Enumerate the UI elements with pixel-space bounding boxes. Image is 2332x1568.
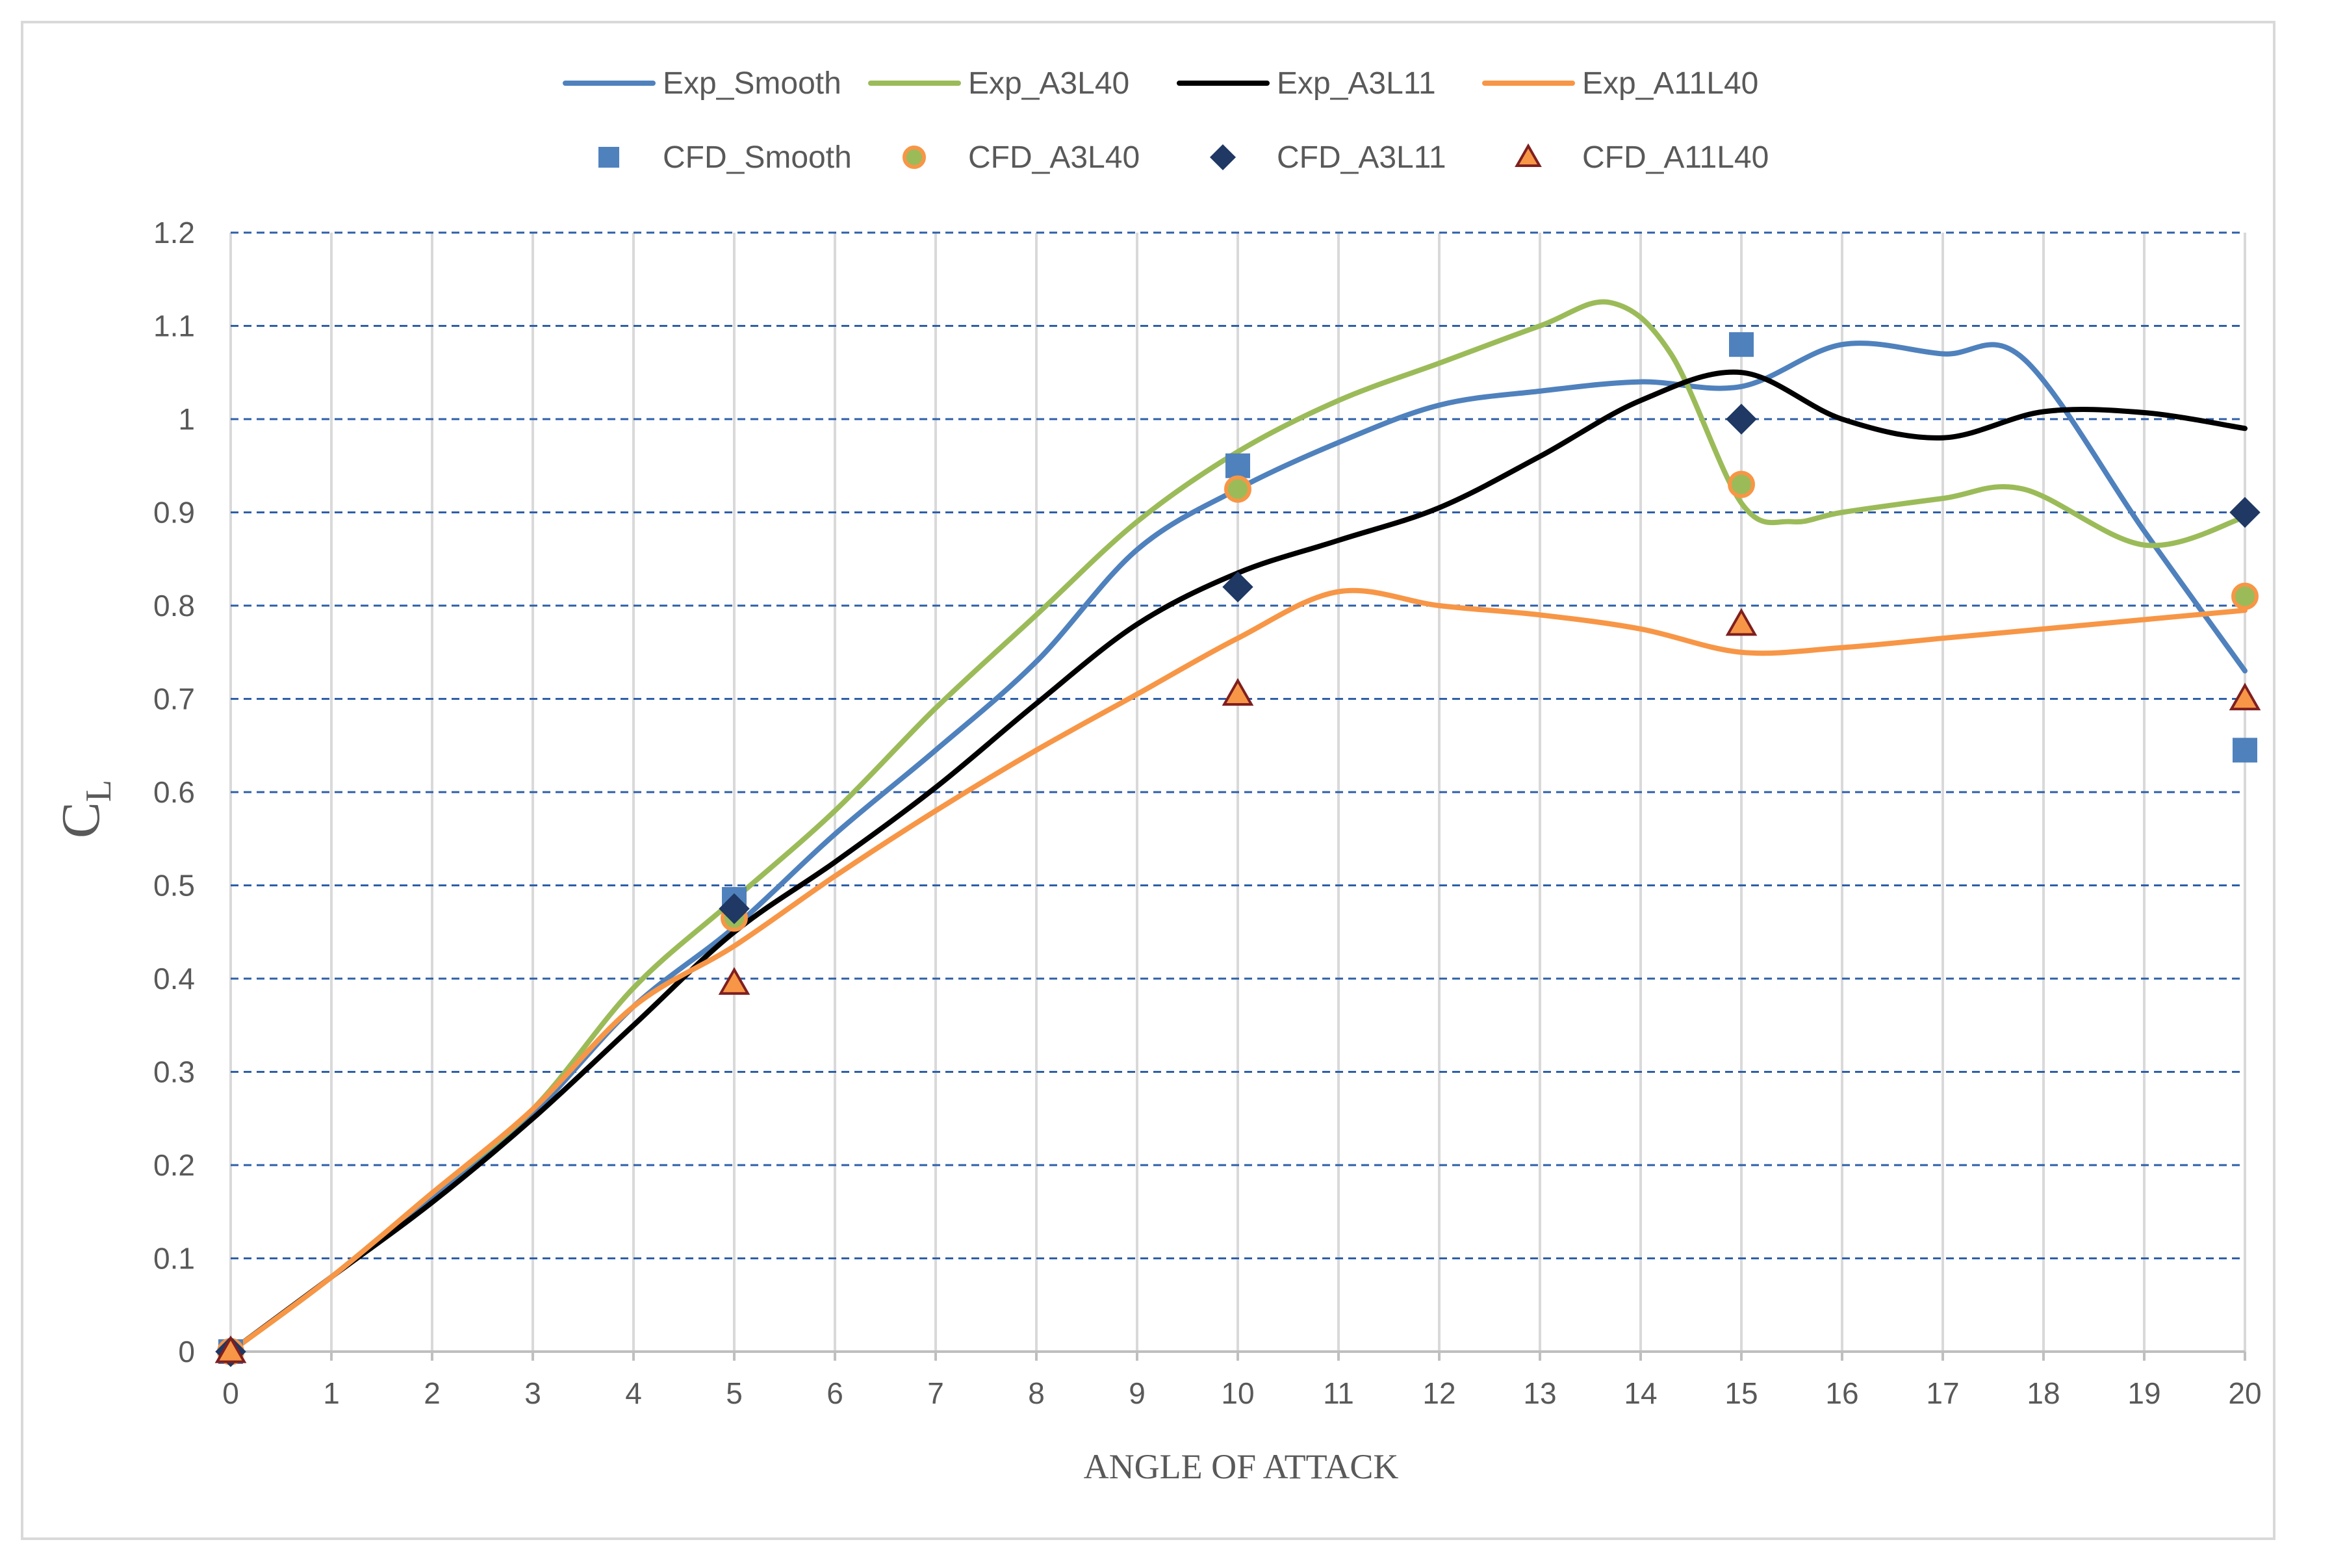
legend-label-exp-a3l11: Exp_A3L11	[1277, 66, 1436, 101]
legend-marker-cfd-a3l40	[903, 146, 926, 169]
x-tick-label: 16	[1825, 1376, 1858, 1410]
y-axis-title-subscript: L	[79, 780, 119, 802]
y-tick-label: 0.8	[153, 589, 195, 623]
x-tick-label: 14	[1624, 1376, 1657, 1410]
series-line-exp-a11l40	[228, 587, 2248, 1354]
legend-marker-cfd-a3l11	[1209, 144, 1236, 171]
line-series	[228, 299, 2248, 1354]
y-axis-title: CL	[51, 780, 119, 838]
data-point-cfd-smooth	[2233, 738, 2257, 763]
data-point-cfd-a11l40	[718, 967, 750, 995]
x-tick-label: 18	[2027, 1376, 2060, 1410]
data-point-cfd-smooth	[1729, 332, 1754, 357]
grid	[229, 231, 2246, 1361]
x-tick-label: 6	[826, 1376, 843, 1410]
legend-label-cfd-a3l11: CFD_A3L11	[1277, 140, 1446, 175]
data-point-cfd-a11l40	[1222, 678, 1254, 706]
x-tick-label: 1	[323, 1376, 340, 1410]
y-tick-label: 0	[178, 1335, 195, 1369]
x-tick-label: 11	[1323, 1376, 1354, 1410]
x-tick-labels: 0 1 2 3 4 5 6 7 8 9 10 11 12 13 14 15 16 17 18 19 20	[222, 1376, 2261, 1410]
y-tick-label: 1.1	[153, 309, 195, 343]
data-point-cfd-a3l40	[2231, 582, 2259, 610]
legend-label-cfd-a3l40: CFD_A3L40	[968, 140, 1140, 175]
data-point-cfd-a3l11	[2229, 496, 2261, 528]
legend-marker-cfd-smooth	[598, 147, 619, 168]
x-tick-label: 9	[1129, 1376, 1146, 1410]
series-line-exp-a3l40	[228, 299, 2248, 1354]
y-tick-labels: 0 0.1 0.2 0.3 0.4 0.5 0.6 0.7 0.8 0.9 1 1.1 1.2	[153, 216, 195, 1369]
y-tick-label: 0.3	[153, 1055, 195, 1089]
x-tick-label: 19	[2127, 1376, 2160, 1410]
x-tick-label: 20	[2228, 1376, 2261, 1410]
data-point-cfd-a11l40	[2229, 682, 2261, 711]
legend-marker-cfd-a11l40	[1515, 143, 1542, 168]
series-line-exp-smooth	[228, 341, 2248, 1354]
legend-label-cfd-a11l40: CFD_A11L40	[1582, 140, 1769, 175]
data-point-cfd-a11l40	[1725, 608, 1758, 636]
x-tick-label: 3	[524, 1376, 541, 1410]
series-line-exp-a3l11	[228, 369, 2248, 1354]
y-tick-label: 0.1	[153, 1242, 195, 1276]
x-tick-label: 13	[1523, 1376, 1556, 1410]
x-tick-label: 2	[424, 1376, 441, 1410]
chart-frame	[21, 21, 2275, 1540]
data-point-cfd-a11l40	[214, 1335, 247, 1363]
x-tick-label: 4	[625, 1376, 642, 1410]
y-tick-label: 0.5	[153, 869, 195, 903]
legend-label-exp-a11l40: Exp_A11L40	[1582, 66, 1758, 101]
y-tick-label: 1.2	[153, 216, 195, 250]
data-point-cfd-a3l11	[1726, 404, 1757, 435]
data-point-cfd-a3l11	[719, 893, 750, 925]
data-point-cfd-a3l11	[1222, 571, 1253, 603]
x-tick-label: 12	[1422, 1376, 1455, 1410]
y-tick-label: 0.2	[153, 1148, 195, 1182]
legend: Exp_Smooth Exp_A3L40 Exp_A3L11 Exp_A11L40 CF…	[563, 66, 1769, 175]
marker-series	[214, 332, 2261, 1367]
y-tick-label: 0.9	[153, 496, 195, 530]
x-tick-label: 8	[1028, 1376, 1045, 1410]
legend-label-exp-smooth: Exp_Smooth	[663, 66, 841, 101]
data-point-cfd-smooth	[1225, 453, 1250, 478]
y-axis-title-main: C	[51, 802, 111, 838]
legend-label-cfd-smooth: CFD_Smooth	[663, 140, 852, 175]
y-tick-label: 0.7	[153, 682, 195, 716]
x-tick-label: 5	[726, 1376, 743, 1410]
data-point-cfd-a3l40	[1728, 470, 1755, 498]
y-tick-label: 0.6	[153, 775, 195, 809]
x-tick-label: 15	[1724, 1376, 1758, 1410]
y-tick-label: 0.4	[153, 962, 195, 996]
x-tick-label: 10	[1221, 1376, 1254, 1410]
y-tick-label: 1	[178, 402, 195, 436]
x-axis-title: ANGLE OF ATTACK	[1084, 1447, 1399, 1486]
legend-label-exp-a3l40: Exp_A3L40	[968, 66, 1129, 101]
x-tick-label: 0	[222, 1376, 239, 1410]
x-tick-label: 7	[927, 1376, 944, 1410]
x-tick-label: 17	[1926, 1376, 1959, 1410]
data-point-cfd-a3l40	[1224, 475, 1251, 503]
